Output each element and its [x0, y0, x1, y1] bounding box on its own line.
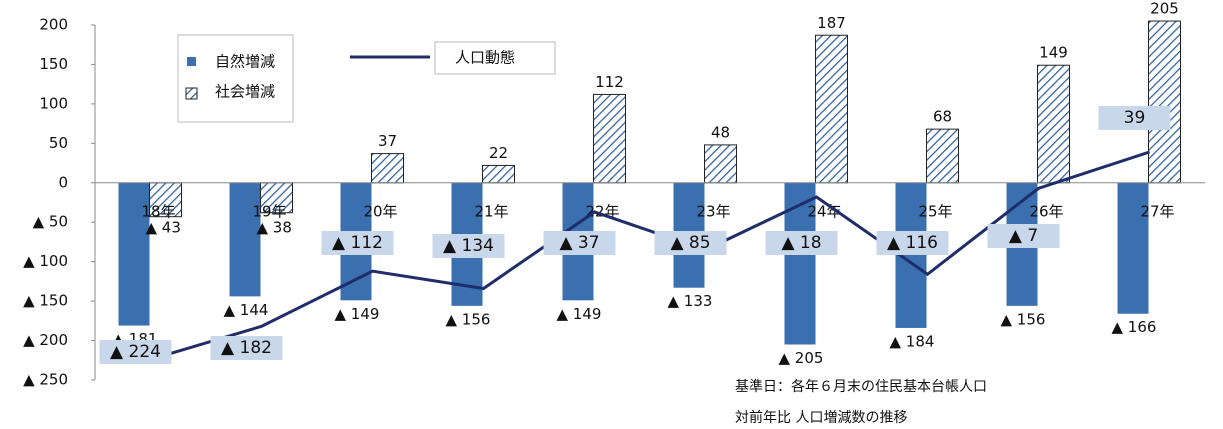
data-label: 37 — [378, 132, 397, 150]
y-tick-label: ▲ 250 — [23, 371, 68, 389]
line — [150, 150, 1150, 361]
data-label: ▲ 166 — [1112, 318, 1157, 336]
x-tick-label: 27年 — [1140, 202, 1174, 220]
data-label: 205 — [1150, 0, 1179, 18]
data-label: 149 — [1039, 44, 1068, 62]
legend-box — [177, 34, 294, 123]
x-tick-label: 21年 — [474, 202, 508, 220]
label-box — [987, 224, 1060, 248]
data-label: 48 — [711, 123, 730, 141]
data-label: ▲ 85 — [670, 233, 710, 253]
bar — [1117, 182, 1149, 314]
label-box — [321, 231, 394, 255]
x-tick-label: 20年 — [363, 202, 397, 220]
x-tick-label: 22年 — [585, 202, 619, 220]
data-label: 22 — [489, 144, 508, 162]
data-label: ▲ 156 — [1001, 310, 1046, 328]
data-label: ▲ 116 — [887, 233, 938, 253]
data-label: ▲ 18 — [781, 233, 821, 253]
x-tick-label: 19年 — [252, 202, 286, 220]
data-label: 112 — [595, 73, 624, 91]
data-label: ▲ 37 — [559, 233, 599, 253]
bar — [118, 182, 150, 326]
data-label: ▲ 182 — [221, 338, 272, 358]
label-box — [210, 336, 283, 360]
data-label: ▲ 144 — [224, 301, 269, 319]
label-box — [654, 231, 727, 255]
data-label: ▲ 149 — [335, 305, 380, 323]
y-tick-label: ▲ 100 — [23, 252, 68, 270]
annotation: 基準日：各年６月末の住民基本台帳人口 — [735, 378, 987, 395]
hatched-bar — [926, 128, 959, 184]
data-label: ▲ 224 — [110, 342, 161, 362]
y-tick-label: ▲ 150 — [23, 292, 68, 310]
hatched-bar — [149, 182, 182, 218]
legend-label: 人口動態 — [455, 49, 515, 67]
data-label: 39 — [1124, 108, 1146, 128]
hatched-bar — [1037, 64, 1070, 184]
label-box — [99, 340, 172, 364]
x-tick-label: 23年 — [696, 202, 730, 220]
data-label: 187 — [817, 14, 846, 32]
hatched-bar — [260, 182, 293, 214]
hatched-bar — [371, 153, 404, 184]
label-box — [1098, 106, 1171, 130]
hatched-bar — [815, 34, 848, 184]
y-tick-label: ▲ 200 — [23, 331, 68, 349]
data-label: ▲ 205 — [779, 349, 824, 367]
data-label: ▲ 156 — [446, 310, 491, 328]
annotation: 対前年比 人口増減数の推移 — [735, 409, 907, 426]
hatched-bar — [482, 164, 515, 184]
y-tick-label: 0 — [58, 173, 68, 191]
data-label: 68 — [933, 108, 952, 126]
data-label: ▲ 133 — [668, 292, 713, 310]
label-box — [765, 231, 838, 255]
x-tick-label: 25年 — [918, 202, 952, 220]
legend-swatch — [187, 57, 196, 66]
y-tick-label: 200 — [39, 16, 68, 34]
legend-label: 社会増減 — [215, 83, 275, 101]
data-label: ▲ 149 — [557, 305, 602, 323]
data-label: ▲ 43 — [146, 218, 181, 236]
data-label: ▲ 7 — [1009, 226, 1038, 246]
y-tick-label: ▲ 50 — [33, 213, 68, 231]
data-label: ▲ 38 — [257, 218, 292, 236]
data-label: ▲ 112 — [332, 233, 383, 253]
hatched-bar — [704, 144, 737, 184]
data-label: ▲ 134 — [443, 236, 494, 256]
hatched-bar — [593, 93, 626, 184]
legend-swatch — [185, 87, 198, 100]
legend-label: 自然増減 — [215, 53, 275, 71]
y-tick-label: 150 — [39, 55, 68, 73]
label-box — [543, 231, 616, 255]
label-box — [432, 234, 505, 258]
data-label: ▲ 184 — [890, 332, 935, 350]
hatched-bar — [1148, 20, 1181, 184]
y-tick-label: 100 — [39, 94, 68, 112]
x-tick-label: 18年 — [141, 202, 175, 220]
y-tick-label: 50 — [49, 134, 68, 152]
legend-box — [434, 41, 556, 75]
label-box — [876, 231, 949, 255]
x-tick-label: 26年 — [1029, 202, 1063, 220]
bar — [229, 182, 261, 297]
